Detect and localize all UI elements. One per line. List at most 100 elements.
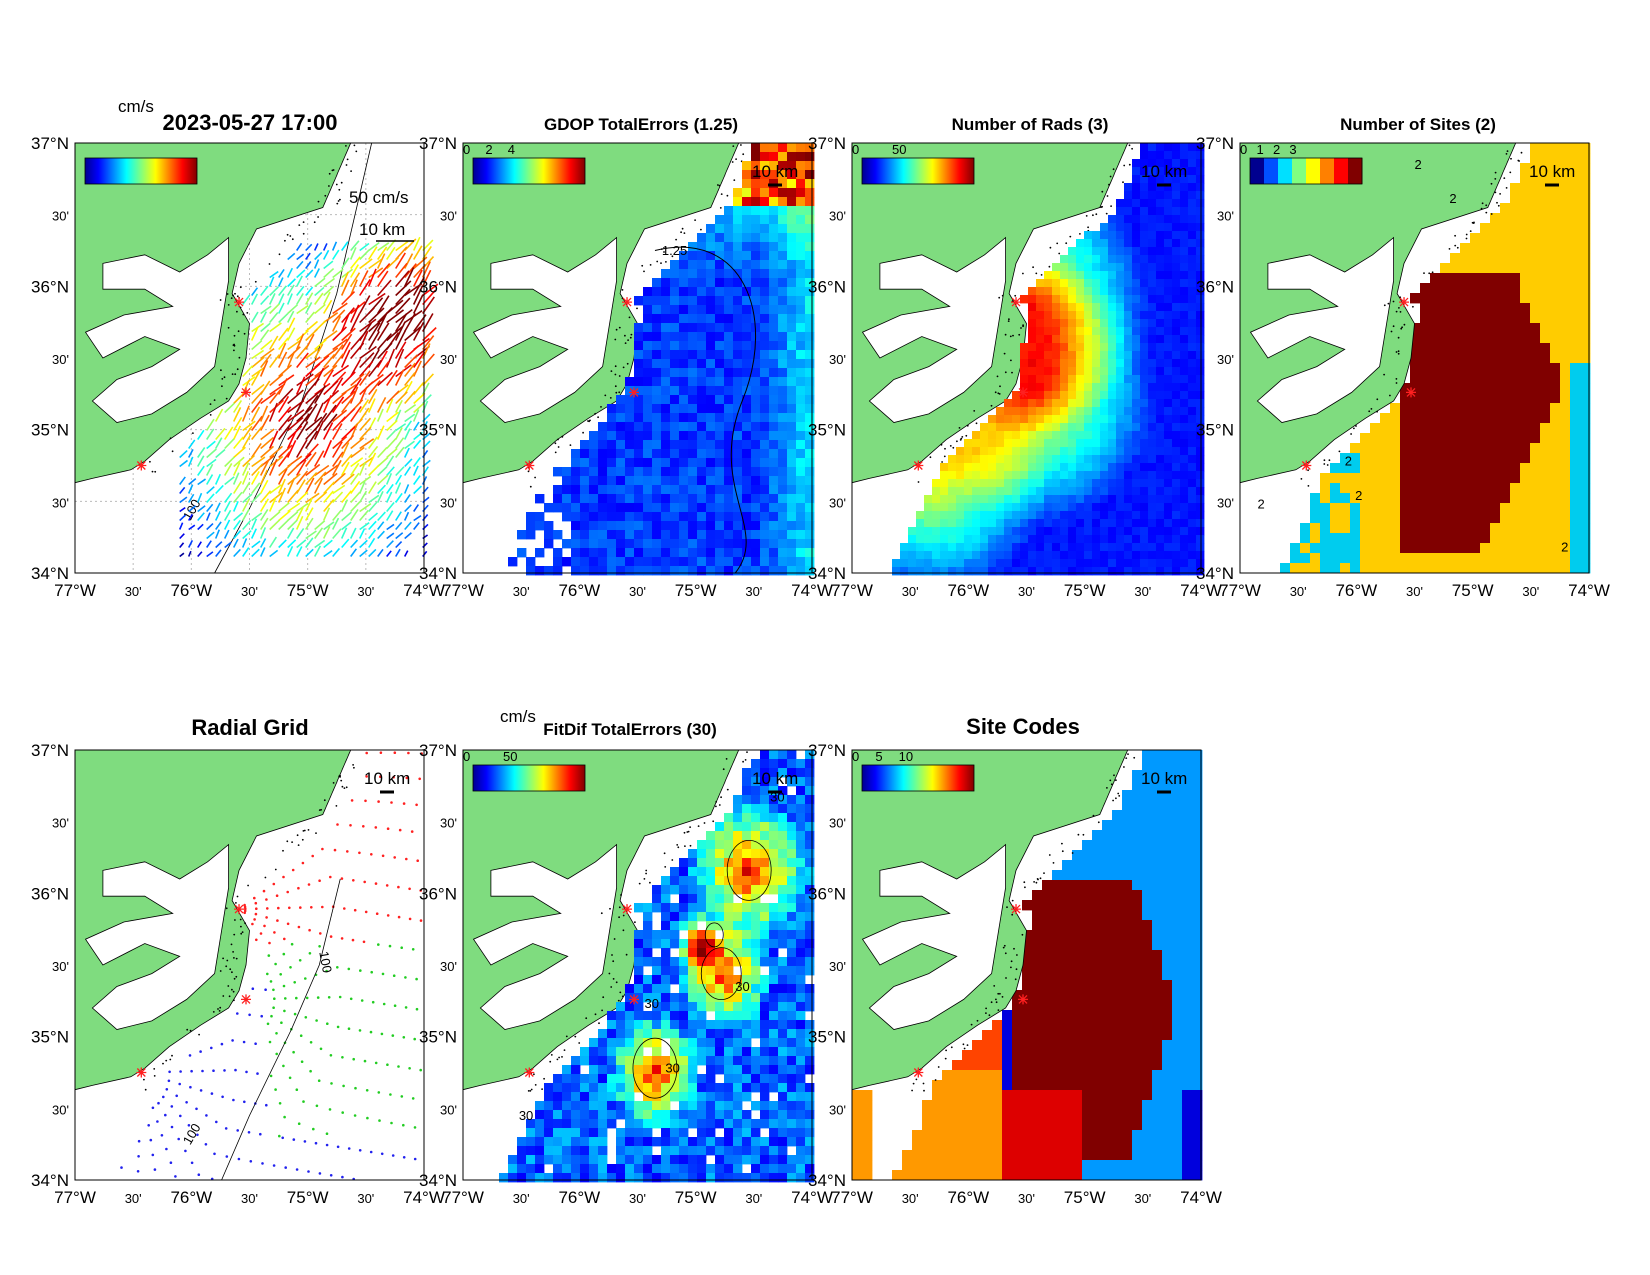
heat-cell	[1510, 413, 1521, 424]
heat-cell	[1028, 351, 1037, 360]
current-arrow	[242, 547, 250, 557]
current-arrow	[377, 446, 388, 459]
heat-cell	[805, 323, 815, 333]
heat-cell	[1180, 447, 1189, 456]
heat-cell	[1164, 367, 1173, 376]
heat-cell	[1020, 407, 1029, 416]
heat-cell	[643, 921, 653, 931]
heat-cell	[1360, 533, 1371, 544]
heat-cell	[1460, 403, 1471, 414]
heat-cell	[1560, 393, 1571, 404]
heat-cell	[988, 551, 997, 560]
heat-cell	[1060, 519, 1069, 528]
heat-cell	[1550, 163, 1561, 174]
heat-cell	[1156, 559, 1165, 568]
current-arrow	[350, 437, 365, 450]
heat-cell	[1140, 167, 1149, 176]
heat-cell	[1480, 443, 1491, 454]
heat-cell	[1060, 391, 1069, 400]
heat-cell	[1500, 403, 1511, 414]
heat-cell	[787, 161, 797, 171]
heat-cell	[1500, 443, 1511, 454]
current-arrow	[278, 313, 289, 324]
heat-cell	[1540, 353, 1551, 364]
heat-cell	[1140, 343, 1149, 352]
heat-cell	[1116, 311, 1125, 320]
heat-cell	[688, 894, 698, 904]
radial-grid-point	[391, 1154, 395, 1157]
heat-cell	[517, 548, 527, 558]
heat-cell	[751, 476, 761, 486]
coast-dot	[338, 775, 341, 778]
coast-dot	[340, 181, 343, 184]
coast-dot	[323, 799, 326, 802]
heat-cell	[1510, 213, 1521, 224]
heat-cell	[1108, 527, 1117, 536]
coast-dot	[328, 172, 331, 175]
heat-cell	[1540, 483, 1551, 494]
current-arrow	[404, 521, 412, 531]
panel-nsites-colorbar-bin	[1348, 158, 1363, 184]
coast-dot	[585, 1017, 588, 1020]
heat-cell	[724, 431, 734, 441]
heat-cell	[1380, 543, 1391, 554]
heat-cell	[1164, 359, 1173, 368]
heat-cell	[661, 386, 671, 396]
heat-cell	[778, 161, 788, 171]
current-arrow	[395, 280, 412, 297]
heat-cell	[1052, 303, 1061, 312]
heat-cell	[742, 530, 752, 540]
heat-cell	[1540, 553, 1551, 564]
heat-cell	[661, 485, 671, 495]
heat-cell	[956, 543, 965, 552]
heat-cell	[1124, 527, 1133, 536]
heat-cell	[996, 455, 1005, 464]
heat-cell	[1580, 563, 1591, 574]
panel-nsites-colorbar-tick: 1	[1256, 142, 1263, 157]
heat-cell	[924, 567, 933, 576]
heat-cell	[598, 485, 608, 495]
radial-grid-point	[175, 1094, 178, 1098]
heat-cell	[769, 849, 779, 859]
current-arrow	[394, 321, 406, 341]
heat-cell	[1188, 263, 1197, 272]
heat-cell	[1140, 151, 1149, 160]
heat-cell	[980, 423, 989, 432]
current-arrow	[296, 421, 309, 440]
heat-cell	[805, 260, 815, 270]
heat-cell	[1140, 263, 1149, 272]
heat-cell	[964, 479, 973, 488]
current-arrow	[404, 238, 417, 252]
heat-cell	[733, 440, 743, 450]
heat-cell	[733, 557, 743, 567]
heat-cell	[688, 885, 698, 895]
radial-grid-point	[232, 1098, 235, 1102]
radial-grid-point	[244, 907, 247, 911]
heat-cell	[1164, 407, 1173, 416]
current-arrow	[287, 502, 301, 513]
heat-cell	[1052, 487, 1061, 496]
current-arrow	[206, 448, 217, 459]
heat-cell	[1116, 431, 1125, 440]
heat-cell	[1140, 423, 1149, 432]
heat-cell	[1490, 443, 1501, 454]
heat-cell	[1148, 503, 1157, 512]
heat-cell	[697, 251, 707, 261]
current-arrow	[332, 249, 340, 260]
heat-cell	[1116, 439, 1125, 448]
heat-cell	[778, 921, 788, 931]
radial-grid-point	[312, 1127, 315, 1131]
heat-cell	[1188, 295, 1197, 304]
heat-cell	[706, 557, 716, 567]
heat-cell	[1560, 403, 1571, 414]
radial-grid-point	[266, 972, 269, 976]
heat-cell	[1570, 413, 1581, 424]
heat-cell	[1360, 443, 1371, 454]
current-arrow	[413, 522, 420, 530]
heat-cell	[733, 341, 743, 351]
heat-cell	[778, 296, 788, 306]
heat-cell	[733, 530, 743, 540]
heat-cell	[1116, 479, 1125, 488]
heat-cell	[1470, 323, 1481, 334]
heat-cell	[634, 422, 644, 432]
